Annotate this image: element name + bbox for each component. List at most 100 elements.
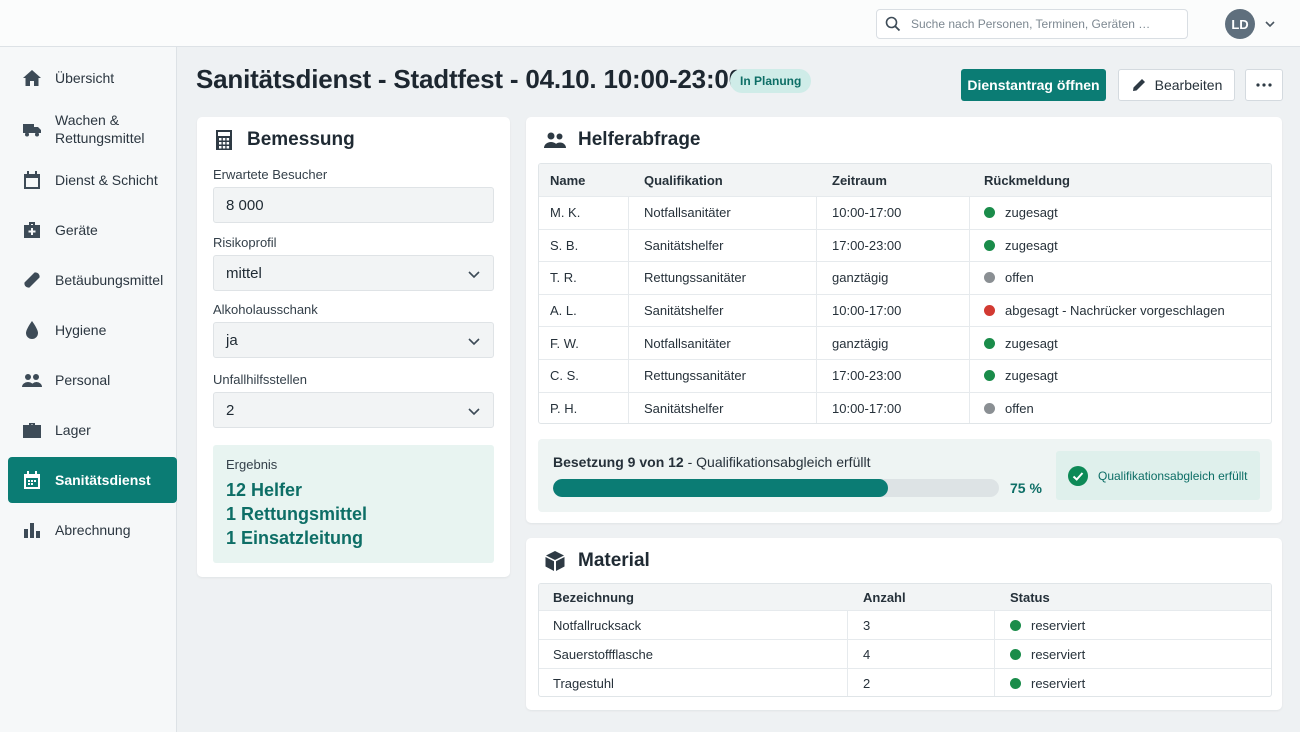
status-badge: In Planung [730, 69, 812, 93]
calendar-icon [22, 170, 42, 190]
pencil-icon [1132, 79, 1145, 91]
helper-timeframe: ganztägig [832, 270, 889, 286]
qualification-status: Qualifikationsabgleich erfüllt [1056, 451, 1260, 500]
box-icon [22, 420, 42, 440]
helfer-table: Name Qualifikation Zeitraum Rückmeldung … [538, 163, 1272, 424]
status-dot [984, 305, 995, 317]
status-dot [1010, 648, 1021, 660]
helper-timeframe: 17:00-23:00 [832, 237, 902, 253]
table-row[interactable]: A. L. Sanitätshelfer 10:00-17:00 abgesagt -… [539, 293, 1271, 327]
material-title: Material [544, 550, 650, 572]
table-row[interactable]: P. H. Sanitätshelfer 10:00-17:00 offen [539, 391, 1271, 423]
helper-response: zugesagt [984, 230, 1058, 262]
card-title-text: Material [578, 550, 650, 571]
sidebar-item-lager[interactable]: Lager [8, 407, 177, 453]
more-options-button[interactable] [1245, 69, 1283, 101]
risk-select[interactable]: mittel [213, 255, 494, 291]
helper-response-text: offen [1005, 400, 1034, 416]
sidebar-item-geraete[interactable]: Geräte [8, 207, 177, 253]
sidebar-item-uebersicht[interactable]: Übersicht [8, 55, 177, 101]
sidebar-item-hygiene[interactable]: Hygiene [8, 307, 177, 353]
occupancy-progress-bar [553, 479, 999, 497]
column-header: Bezeichnung [553, 589, 634, 605]
material-name: Tragestuhl [553, 675, 614, 691]
chevron-down-icon [468, 338, 480, 346]
sidebar-item-abrechnung[interactable]: Abrechnung [8, 507, 177, 553]
table-row[interactable]: F. W. Notfallsanitäter ganztägig zugesagt [539, 326, 1271, 359]
helfer-card: Helferabfrage Name Qualifikation Zeitrau… [526, 117, 1282, 523]
sidebar-item-label: Geräte [55, 222, 98, 238]
sidebar: Übersicht Wachen & Rettungsmittel Dienst… [0, 47, 177, 732]
search-input[interactable] [911, 17, 1181, 31]
aid-stations-select[interactable]: 2 [213, 392, 494, 428]
sidebar-item-dienst[interactable]: Dienst & Schicht [8, 157, 177, 203]
chevron-down-icon[interactable] [1264, 18, 1276, 30]
status-dot [1010, 677, 1021, 689]
top-bar: LD [0, 0, 1300, 47]
occupancy-text: Besetzung 9 von 12 - Qualifikationsabgle… [553, 454, 870, 470]
qualification-status-label: Qualifikationsabgleich erfüllt [1098, 468, 1248, 483]
material-status: reserviert [1010, 611, 1085, 639]
result-line: 1 Einsatzleitung [226, 528, 364, 548]
helper-response-text: offen [1005, 270, 1034, 286]
edit-button[interactable]: Bearbeiten [1118, 69, 1235, 101]
avatar[interactable]: LD [1225, 9, 1255, 39]
column-header: Name [550, 172, 586, 188]
helper-response: abgesagt - Nachrücker vorgeschlagen [984, 295, 1225, 327]
sidebar-item-betaeubungsmittel[interactable]: Betäubungsmittel [8, 257, 177, 303]
helper-timeframe: ganztägig [832, 335, 889, 351]
aid-stations-label: Unfallhilfsstellen [213, 372, 307, 387]
material-status-text: reserviert [1031, 675, 1086, 691]
table-row[interactable]: C. S. Rettungssanitäter 17:00-23:00 zugesag… [539, 359, 1271, 392]
sidebar-item-wachen[interactable]: Wachen & Rettungsmittel [8, 106, 177, 152]
material-table: Bezeichnung Anzahl Status Notfallrucksac… [538, 583, 1272, 697]
result-label: Ergebnis [226, 457, 278, 472]
card-title-text: Helferabfrage [578, 129, 701, 150]
calendar-grid-icon [22, 470, 42, 490]
helper-qualification: Rettungssanitäter [644, 270, 746, 286]
helper-name: S. B. [550, 237, 579, 253]
table-row[interactable]: S. B. Sanitätshelfer 17:00-23:00 zugesagt [539, 228, 1271, 262]
sidebar-item-sanitaetsdienst[interactable]: Sanitätsdienst [8, 457, 177, 503]
column-header: Status [1010, 589, 1050, 605]
visitors-field[interactable]: 8 000 [213, 187, 494, 223]
table-row[interactable]: Sauerstoffflasche 4 reserviert [539, 639, 1271, 668]
package-icon [545, 551, 565, 571]
open-request-button[interactable]: Dienstantrag öffnen [961, 69, 1106, 101]
search-icon [885, 16, 901, 32]
aid-stations-value: 2 [226, 401, 235, 419]
helper-qualification: Sanitätshelfer [644, 400, 724, 416]
helper-response-text: zugesagt [1005, 237, 1058, 253]
sidebar-item-label: Übersicht [55, 70, 115, 86]
table-row[interactable]: Tragestuhl 2 reserviert [539, 668, 1271, 696]
helper-name: F. W. [550, 335, 579, 351]
medkit-icon [22, 220, 42, 240]
status-dot [984, 239, 995, 251]
sidebar-item-label: Dienst & Schicht [55, 172, 158, 188]
helper-name: P. H. [550, 400, 578, 416]
material-status: reserviert [1010, 640, 1085, 668]
people-icon [544, 132, 566, 148]
helper-response: zugesagt [984, 197, 1058, 229]
pill-icon [22, 270, 42, 290]
sidebar-item-personal[interactable]: Personal [8, 357, 177, 403]
occupancy-suffix: - Qualifikationsabgleich erfüllt [683, 454, 871, 470]
status-dot [984, 207, 995, 219]
visitors-value: 8 000 [226, 196, 264, 214]
result-box: Ergebnis 12 Helfer 1 Rettungsmittel 1 Ei… [213, 445, 494, 563]
page-title: Sanitätsdienst - Stadtfest - 04.10. 10:0… [196, 64, 743, 94]
edit-button-label: Bearbeiten [1154, 77, 1223, 93]
risk-value: mittel [226, 264, 262, 282]
sidebar-item-label: Personal [55, 372, 111, 388]
search-box[interactable] [876, 9, 1188, 39]
table-row[interactable]: T. R. Rettungssanitäter ganztägig offen [539, 261, 1271, 294]
table-row[interactable]: Notfallrucksack 3 reserviert [539, 610, 1271, 639]
alcohol-select[interactable]: ja [213, 322, 494, 358]
material-count: 4 [863, 646, 871, 662]
table-row[interactable]: M. K. Notfallsanitäter 10:00-17:00 zugesagt [539, 196, 1271, 229]
result-line: 1 Rettungsmittel [226, 504, 368, 524]
drop-icon [22, 320, 42, 340]
check-circle-icon [1068, 465, 1088, 486]
helper-response: offen [984, 393, 1034, 423]
truck-icon [22, 119, 42, 139]
